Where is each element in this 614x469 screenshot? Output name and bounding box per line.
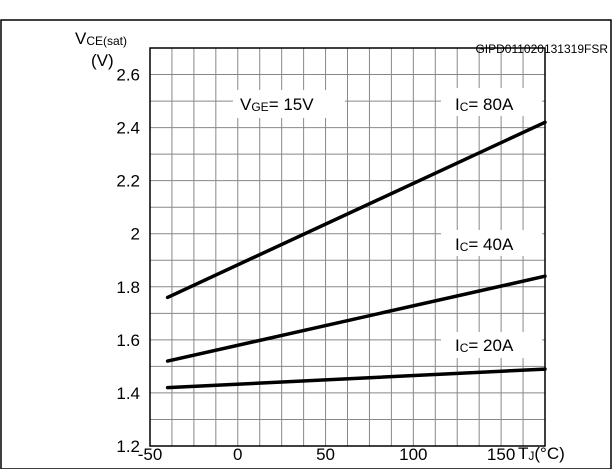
series-label-sub: C bbox=[460, 240, 469, 254]
x-axis-ticks: -50 0 50 100 150 bbox=[138, 445, 516, 464]
x-axis-label-unit: (°C) bbox=[534, 444, 564, 463]
figure-frame bbox=[0, 19, 612, 469]
series-lines bbox=[165, 120, 547, 390]
series-label-main: I bbox=[455, 235, 460, 254]
series-label-main: I bbox=[455, 336, 460, 355]
y-axis-ticks: 1.2 1.4 1.6 1.8 2 2.2 2.4 2.6 bbox=[116, 66, 140, 456]
x-tick-label: 0 bbox=[233, 445, 242, 464]
x-tick-label: -50 bbox=[138, 445, 163, 464]
series-label-sub: C bbox=[460, 100, 469, 114]
x-tick-label: 100 bbox=[399, 445, 427, 464]
y-tick-label: 2.6 bbox=[116, 66, 140, 85]
plot-area bbox=[149, 47, 546, 447]
x-tick-label: 150 bbox=[487, 445, 515, 464]
series-line-2 bbox=[165, 367, 547, 390]
series-label-rest: = 20A bbox=[468, 336, 514, 355]
series-label-sub: C bbox=[460, 341, 469, 355]
series-label-box bbox=[441, 88, 542, 116]
series-line-1 bbox=[165, 274, 547, 363]
y-axis-unit: (V) bbox=[91, 51, 114, 70]
x-tick-label: 50 bbox=[316, 445, 335, 464]
series-label-rest: = 80A bbox=[468, 95, 514, 114]
series-line-0 bbox=[165, 120, 547, 300]
condition-box bbox=[233, 90, 345, 118]
y-tick-label: 1.4 bbox=[116, 384, 140, 403]
y-tick-label: 1.2 bbox=[116, 437, 140, 456]
figure-code: GIPD011020131319FSR bbox=[475, 42, 608, 56]
condition-rest: = 15V bbox=[269, 95, 315, 114]
y-axis-label-sub: CE(sat) bbox=[86, 34, 127, 48]
y-tick-label: 2.2 bbox=[116, 172, 140, 191]
condition-label: VGE= 15V bbox=[240, 95, 314, 114]
series-label: IC= 80A bbox=[455, 95, 514, 114]
y-tick-label: 2.4 bbox=[116, 119, 140, 138]
x-axis-label-sub: J bbox=[528, 449, 534, 463]
condition-main: V bbox=[240, 95, 252, 114]
x-axis-label-main: T bbox=[518, 444, 528, 463]
series-label-box bbox=[441, 332, 542, 358]
condition-sub: GE bbox=[251, 100, 268, 114]
series-label-rest: = 40A bbox=[468, 235, 514, 254]
series-label-box bbox=[441, 230, 542, 256]
x-axis-label: TJ(°C) bbox=[518, 444, 565, 463]
y-axis-label: VCE(sat) bbox=[75, 29, 127, 48]
series-label: IC= 20A bbox=[455, 336, 514, 355]
y-tick-label: 1.6 bbox=[116, 331, 140, 350]
y-tick-label: 1.8 bbox=[116, 278, 140, 297]
y-tick-label: 2 bbox=[131, 225, 140, 244]
y-axis-label-main: V bbox=[75, 29, 87, 48]
series-label-main: I bbox=[455, 95, 460, 114]
series-label: IC= 40A bbox=[455, 235, 514, 254]
